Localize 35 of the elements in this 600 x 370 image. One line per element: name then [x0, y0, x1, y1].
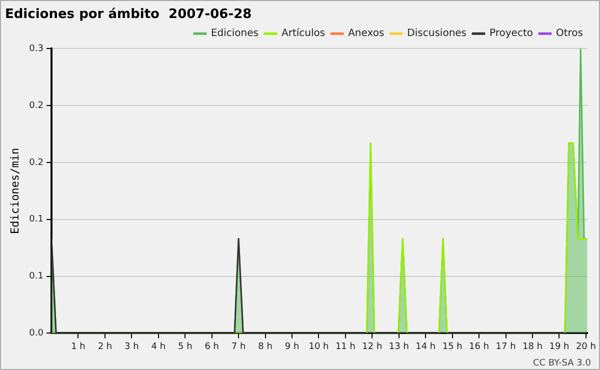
legend-label: Discusiones: [407, 28, 467, 40]
x-tick-label: 17 h: [496, 342, 516, 352]
x-tick-label: 11 h: [335, 342, 356, 352]
y-tick-label: 0.2: [29, 100, 44, 111]
x-tick-label: 13 h: [388, 342, 409, 352]
legend-label: Anexos: [348, 28, 384, 40]
x-tick-label: 12 h: [362, 342, 382, 352]
legend-label: Proyecto: [490, 28, 533, 40]
x-tick-label: 9 h: [284, 342, 300, 352]
chart-title: Ediciones por ámbito 2007-06-28: [5, 7, 252, 22]
x-tick-label: 16 h: [469, 342, 490, 352]
legend-label: Artículos: [282, 28, 326, 40]
legend-label: Ediciones: [210, 28, 259, 40]
x-tick-label: 7 h: [231, 342, 246, 352]
y-tick-label: 0.3: [29, 44, 44, 54]
x-tick-label: 3 h: [124, 342, 139, 352]
x-tick-label: 19 h: [549, 342, 570, 352]
x-tick-label: 18 h: [522, 342, 543, 352]
x-tick-label: 14 h: [416, 342, 436, 352]
y-tick-label: 0.1: [29, 272, 44, 282]
x-tick-label: 10 h: [308, 342, 329, 352]
y-tick-label: 0.2: [29, 158, 44, 168]
y-tick-label: 0.0: [29, 328, 44, 339]
x-tick-label: 8 h: [258, 342, 272, 352]
y-axis-title: Ediciones/min: [8, 148, 22, 234]
x-tick-label: 20 h: [576, 342, 596, 352]
x-tick-label: 2 h: [98, 342, 112, 352]
x-tick-label: 5 h: [178, 342, 192, 352]
text: CC BY-SA 3.0: [533, 358, 592, 368]
x-tick-label: 1 h: [71, 342, 86, 352]
x-tick-label: 4 h: [151, 342, 166, 352]
legend-label: Otros: [556, 28, 584, 40]
x-tick-label: 15 h: [442, 342, 462, 352]
y-tick-label: 0.1: [29, 214, 44, 225]
x-tick-label: 6 h: [204, 342, 219, 352]
